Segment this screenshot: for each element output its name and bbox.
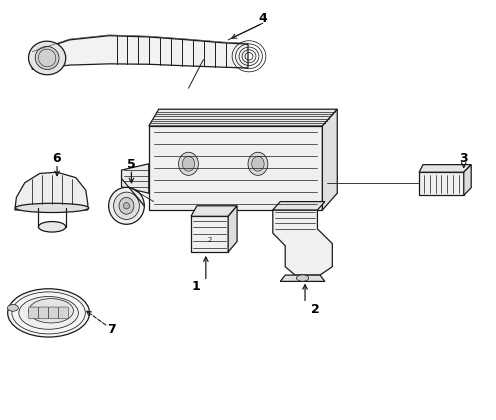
Ellipse shape	[15, 203, 89, 213]
Ellipse shape	[8, 289, 89, 337]
Polygon shape	[273, 210, 332, 275]
Text: 1: 1	[191, 280, 200, 293]
Ellipse shape	[119, 197, 134, 214]
FancyBboxPatch shape	[39, 307, 49, 319]
Polygon shape	[122, 164, 149, 193]
Polygon shape	[191, 216, 228, 252]
Ellipse shape	[35, 47, 59, 69]
Polygon shape	[191, 206, 237, 216]
Text: 6: 6	[53, 152, 62, 165]
Ellipse shape	[183, 157, 194, 171]
Polygon shape	[32, 36, 248, 69]
Ellipse shape	[29, 299, 73, 323]
Ellipse shape	[124, 202, 129, 209]
FancyBboxPatch shape	[59, 307, 68, 319]
FancyBboxPatch shape	[49, 307, 59, 319]
FancyBboxPatch shape	[29, 307, 39, 319]
Polygon shape	[273, 202, 325, 210]
Polygon shape	[149, 126, 322, 210]
Polygon shape	[149, 109, 337, 126]
Ellipse shape	[114, 192, 139, 220]
Ellipse shape	[28, 41, 66, 75]
Ellipse shape	[297, 275, 309, 281]
Ellipse shape	[39, 221, 65, 232]
Polygon shape	[15, 172, 88, 210]
Polygon shape	[228, 206, 237, 252]
Text: 2: 2	[207, 236, 212, 242]
Ellipse shape	[179, 152, 198, 176]
Polygon shape	[280, 275, 325, 281]
Polygon shape	[322, 109, 337, 210]
Text: 7: 7	[107, 323, 116, 336]
Polygon shape	[464, 165, 471, 195]
Ellipse shape	[7, 304, 18, 311]
Ellipse shape	[19, 297, 78, 329]
Ellipse shape	[252, 157, 264, 171]
Text: 4: 4	[258, 13, 267, 25]
Text: 5: 5	[127, 158, 136, 171]
Polygon shape	[419, 172, 464, 195]
Text: 3: 3	[459, 152, 468, 165]
Ellipse shape	[109, 187, 144, 224]
Polygon shape	[419, 165, 471, 172]
Text: 2: 2	[310, 303, 319, 316]
Ellipse shape	[248, 152, 268, 176]
